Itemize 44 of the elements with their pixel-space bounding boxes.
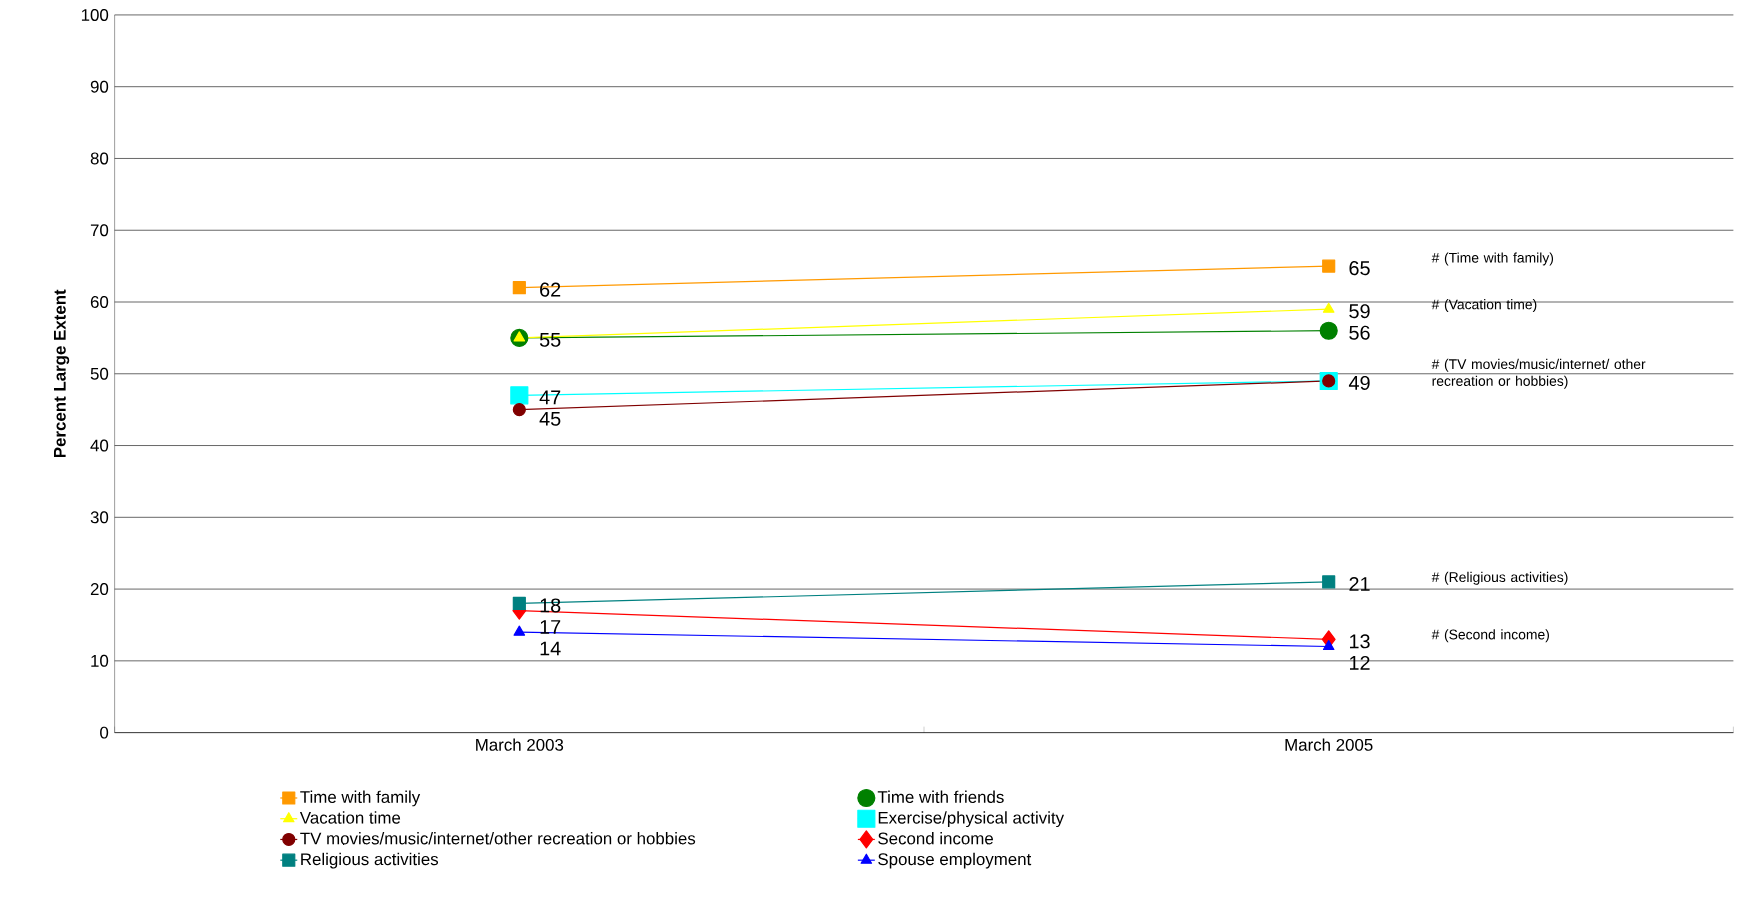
legend-label: TV movies/music/internet/other recreation or hobbies bbox=[300, 832, 696, 845]
y-tick-label: 10 bbox=[91, 654, 109, 667]
x-tick-label: March 2003 bbox=[476, 738, 564, 751]
y-tick-label: 20 bbox=[90, 583, 109, 596]
data-label: 21 bbox=[1349, 576, 1370, 591]
data-label: 12 bbox=[1349, 655, 1370, 670]
point bbox=[512, 281, 526, 295]
legend-label: Time with friends bbox=[877, 790, 1004, 803]
legend-label: Vacation time bbox=[299, 811, 401, 824]
y-tick-label: 30 bbox=[90, 511, 109, 524]
annotation: # (TV movies/music/internet/ other recreation or hobbies) bbox=[1431, 358, 1646, 389]
y-tick-label: 80 bbox=[90, 152, 109, 165]
annotation: # (Time with family) bbox=[1431, 252, 1554, 266]
y-tick-label: 0 bbox=[100, 726, 109, 739]
annotation: # (Vacation time) bbox=[1431, 299, 1537, 313]
legend-label: Spouse employment bbox=[878, 852, 1032, 869]
y-tick-label: 90 bbox=[90, 80, 109, 93]
legend-label: Exercise/physical activity bbox=[878, 811, 1065, 828]
legend-label: Time with family bbox=[300, 790, 421, 807]
y-tick-label: 50 bbox=[90, 367, 109, 380]
point bbox=[512, 596, 526, 610]
data-label: 56 bbox=[1349, 325, 1370, 340]
y-tick-label: 100 bbox=[81, 8, 109, 21]
data-label: 13 bbox=[1349, 634, 1370, 649]
data-label: 14 bbox=[540, 641, 561, 656]
y-tick-label: 40 bbox=[90, 439, 109, 452]
point bbox=[1322, 575, 1336, 589]
legend-label: Second income bbox=[878, 832, 993, 845]
annotation: # (Religious activities) bbox=[1431, 571, 1568, 585]
point bbox=[1319, 321, 1338, 340]
data-label: 59 bbox=[1349, 304, 1370, 319]
data-label: 49 bbox=[1348, 375, 1370, 390]
point bbox=[512, 403, 526, 417]
point bbox=[1322, 259, 1336, 273]
y-tick-label: 60 bbox=[90, 295, 109, 308]
data-label: 65 bbox=[1349, 261, 1370, 276]
x-tick-label: March 2005 bbox=[1285, 738, 1373, 751]
point bbox=[510, 386, 529, 405]
data-label: 45 bbox=[539, 411, 561, 426]
y-tick-label: 70 bbox=[90, 224, 109, 237]
legend-label: Religious activities bbox=[301, 852, 439, 869]
data-label: 17 bbox=[540, 620, 561, 634]
y-axis-title: Percent Large Extent bbox=[54, 289, 70, 458]
annotation: # (Second income) bbox=[1431, 629, 1549, 643]
